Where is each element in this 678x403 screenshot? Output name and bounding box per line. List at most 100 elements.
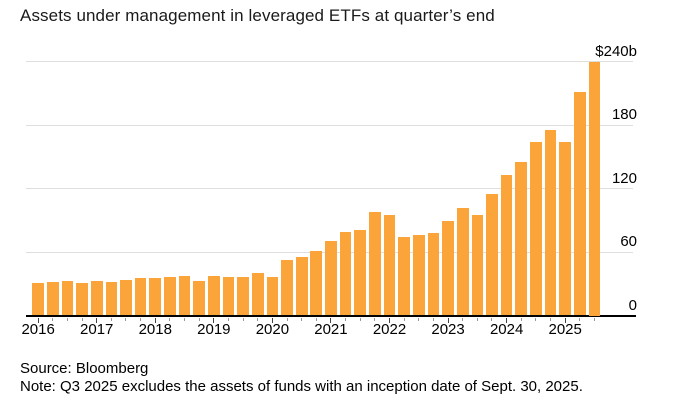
x-axis-tick [345, 317, 347, 321]
x-axis-year-label: 2021 [314, 321, 348, 338]
x-axis-tick [520, 317, 522, 321]
bar [266, 277, 279, 316]
x-axis-tick [154, 317, 156, 323]
chart-title: Assets under management in leveraged ETF… [20, 6, 495, 25]
bar [588, 61, 601, 316]
x-axis-tick [564, 317, 566, 323]
source-line: Source: Bloomberg [20, 360, 149, 377]
x-axis-tick [301, 317, 303, 321]
bar [222, 277, 235, 316]
x-axis-tick [110, 317, 112, 321]
note-line: Note: Q3 2025 excludes the assets of fun… [20, 378, 583, 395]
x-axis-tick [184, 317, 186, 321]
x-axis-tick [81, 317, 83, 321]
x-axis-tick [593, 317, 595, 321]
bar [120, 279, 132, 316]
x-axis-tick [169, 317, 171, 321]
bar [46, 281, 59, 316]
bar [207, 276, 220, 316]
bar [134, 278, 147, 316]
bar [486, 193, 498, 316]
x-axis-tick [403, 317, 405, 321]
y-axis-tick-label: $240b [595, 42, 637, 60]
x-axis-tick [242, 317, 244, 321]
bar [427, 232, 440, 316]
chart-caption: Source: Bloomberg Note: Q3 2025 excludes… [20, 360, 583, 396]
bar [456, 207, 469, 316]
x-axis-tick [96, 317, 98, 323]
bar [310, 250, 323, 316]
bar [559, 141, 572, 316]
x-axis-year-label: 2017 [80, 321, 114, 338]
bar [251, 273, 264, 316]
x-axis-tick [37, 317, 39, 323]
x-axis-tick [447, 317, 449, 323]
x-axis-tick [330, 317, 332, 323]
x-axis-tick [432, 317, 434, 321]
bar [383, 214, 396, 316]
bar [164, 277, 176, 316]
bar [544, 130, 557, 316]
bar [354, 229, 367, 316]
bar [76, 282, 88, 316]
x-axis-tick [52, 317, 54, 321]
x-axis-year-label: 2023 [431, 321, 465, 338]
x-axis-tick [286, 317, 288, 321]
bar [515, 162, 528, 316]
bar [32, 282, 44, 316]
x-axis-tick [271, 317, 273, 323]
gridline [26, 188, 633, 189]
y-axis-tick-label: 180 [611, 106, 637, 123]
bar [61, 280, 74, 316]
x-axis-tick [213, 317, 215, 323]
x-axis-tick [66, 317, 68, 321]
bar [295, 257, 308, 316]
x-axis-year-label: 2025 [548, 321, 582, 338]
bar [105, 281, 118, 316]
y-axis-tick-label: 120 [611, 169, 637, 187]
bar [193, 280, 206, 316]
bar [530, 141, 542, 316]
y-axis-tick-label: 60 [620, 233, 637, 250]
x-axis-tick [227, 317, 229, 321]
x-axis-year-label: 2024 [489, 321, 524, 338]
x-axis-tick [125, 317, 127, 321]
x-axis-tick [506, 317, 508, 323]
x-axis-tick [374, 317, 376, 321]
bar [500, 174, 513, 316]
bar [442, 221, 454, 316]
x-axis-tick [462, 317, 464, 321]
x-axis-tick [315, 317, 317, 321]
x-axis-tick [579, 317, 581, 321]
x-axis-year-label: 2022 [372, 321, 407, 338]
gridline [26, 61, 633, 62]
x-axis-year-label: 2019 [197, 321, 231, 338]
x-axis-tick [476, 317, 478, 321]
bar [281, 260, 293, 316]
y-axis-tick-label: 0 [628, 296, 637, 314]
bar [178, 276, 191, 316]
gridline [26, 124, 633, 126]
bar [339, 231, 352, 316]
x-axis-tick [140, 317, 142, 321]
bar [149, 278, 162, 316]
bar [237, 277, 249, 316]
x-axis-tick [418, 317, 420, 321]
x-axis-line [26, 314, 636, 317]
x-axis-tick [550, 317, 552, 321]
bar [573, 92, 586, 316]
x-axis-year-label: 2016 [21, 321, 55, 338]
x-axis-tick [198, 317, 200, 321]
bar [369, 211, 381, 316]
x-axis-tick [257, 317, 259, 321]
x-axis-tick [359, 317, 361, 321]
x-axis-year-label: 2018 [138, 321, 172, 338]
bar [90, 280, 103, 316]
bar [398, 237, 410, 316]
x-axis-year-label: 2020 [255, 321, 290, 338]
bar [471, 214, 484, 316]
bar [412, 235, 425, 316]
x-axis-tick [389, 317, 390, 323]
